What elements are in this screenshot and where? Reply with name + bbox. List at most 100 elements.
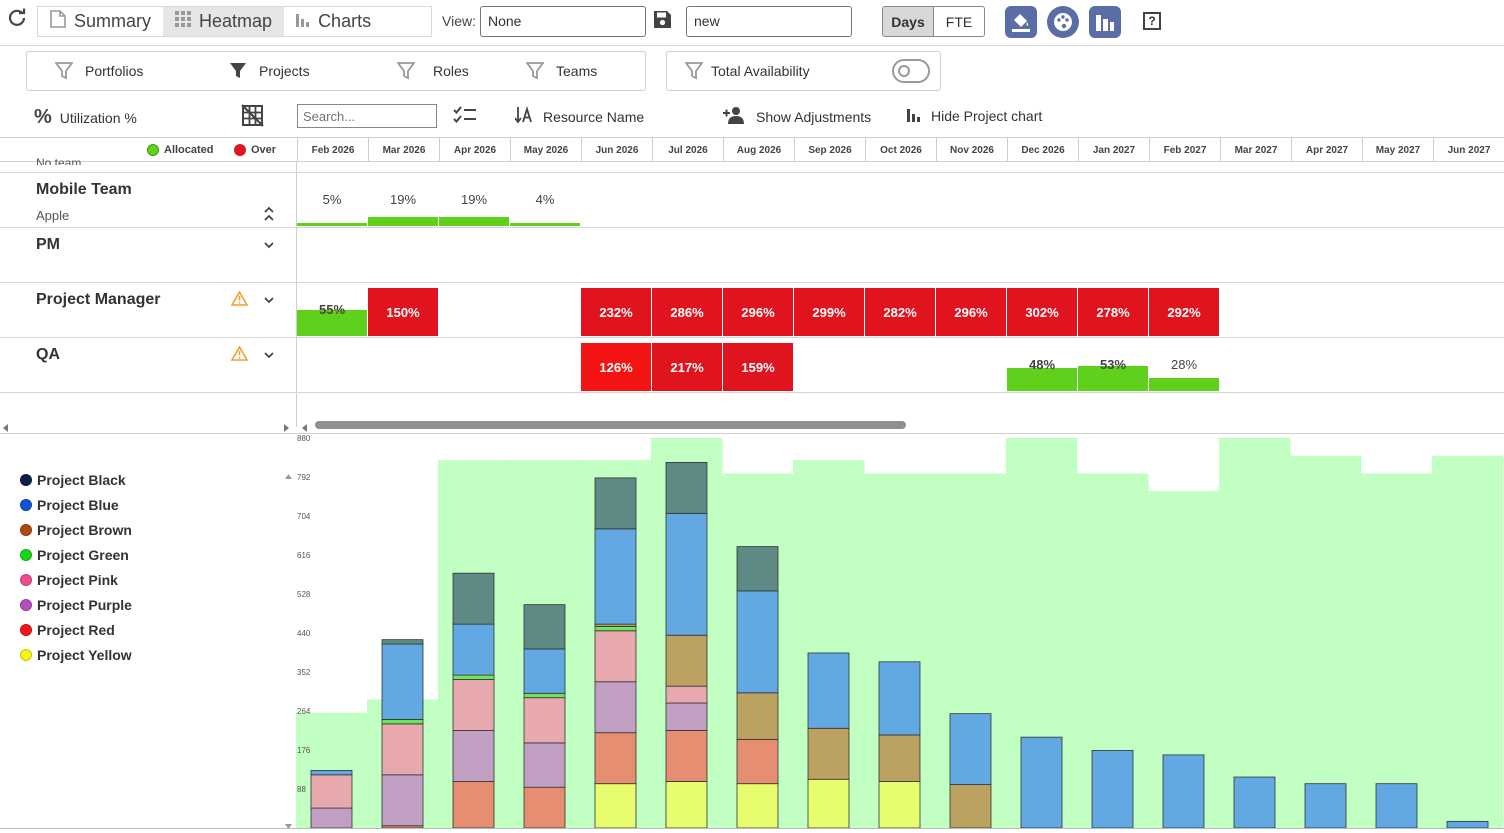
heatmap-allocation-bar[interactable] (1149, 378, 1219, 391)
availability-area (1361, 473, 1433, 829)
heatmap-cell-over[interactable]: 296% (723, 288, 793, 336)
chevron-down-icon[interactable] (263, 348, 277, 362)
month-header: Mar 2027 (1220, 138, 1291, 162)
legend-item[interactable]: Project Green (20, 542, 132, 567)
heatmap-allocation-bar[interactable] (1078, 366, 1148, 391)
legend-item[interactable]: Project Red (20, 617, 132, 642)
show-adjustments-button[interactable]: Show Adjustments (722, 106, 871, 127)
heatmap-cell-over[interactable]: 302% (1007, 288, 1077, 336)
heatmap-cell-over[interactable]: 286% (652, 288, 722, 336)
legend-label: Project Brown (37, 521, 132, 538)
heatmap-allocation-bar[interactable] (297, 223, 367, 226)
tab-charts[interactable]: Charts (284, 7, 383, 36)
chevron-down-icon[interactable] (263, 238, 277, 252)
legend-label: Project Black (37, 471, 126, 488)
tab-heatmap-label: Heatmap (199, 11, 273, 31)
palette-button[interactable] (1047, 6, 1079, 38)
days-toggle[interactable]: Days (883, 7, 934, 36)
heatmap-allocation-bar[interactable] (1007, 368, 1077, 391)
bar-segment-project-yellow (736, 783, 779, 829)
filter-outline-icon (55, 62, 73, 80)
heatmap-cell-label: 5% (322, 192, 342, 207)
heatmap-cell-over[interactable]: 299% (794, 288, 864, 336)
scroll-down-icon[interactable] (284, 817, 293, 833)
collapse-icon[interactable] (263, 206, 277, 221)
bar-segment-project-black (665, 461, 708, 514)
scroll-up-icon[interactable] (284, 467, 293, 483)
filter-portfolios[interactable]: Portfolios (55, 62, 143, 80)
help-icon[interactable]: ? (1143, 12, 1161, 30)
bar-segment-project-green (381, 719, 424, 725)
legend-item[interactable]: Project Black (20, 467, 132, 492)
heatmap-cell-over[interactable]: 296% (936, 288, 1006, 336)
view-name-field[interactable]: new (686, 6, 852, 37)
filter-roles[interactable]: Roles (397, 62, 469, 80)
utilization-label: Utilization % (59, 109, 137, 126)
search-input[interactable] (297, 104, 437, 128)
bar-segment-project-blue (1304, 783, 1347, 829)
save-icon[interactable] (653, 10, 673, 30)
bar-segment-project-red (452, 781, 495, 829)
y-tick-label: 880 (297, 434, 311, 443)
month-header: Apr 2027 (1291, 138, 1362, 162)
heatmap-allocation-bar[interactable] (368, 217, 438, 226)
heatmap-cell-over[interactable]: 126% (581, 343, 651, 391)
bar-segment-project-yellow (807, 778, 850, 829)
bar-segment-project-brown (878, 734, 921, 782)
month-header: Oct 2026 (865, 138, 936, 162)
warning-icon (230, 345, 249, 364)
legend-item[interactable]: Project Blue (20, 492, 132, 517)
clipped-row-label: No team (36, 156, 82, 165)
filter-projects[interactable]: Projects (229, 62, 310, 80)
paint-bucket-icon (1012, 14, 1030, 32)
legend-over-label: Over (251, 144, 277, 156)
heatmap-cell-over[interactable]: 159% (723, 343, 793, 391)
heatmap-allocation-bar[interactable] (510, 223, 580, 226)
filter-total-availability[interactable]: Total Availability (685, 62, 810, 80)
checklist-icon[interactable] (453, 106, 477, 127)
horizontal-scrollbar[interactable] (315, 421, 906, 429)
scroll-left-icon[interactable] (301, 420, 309, 436)
legend-swatch (20, 498, 32, 511)
scroll-right-icon[interactable] (282, 420, 290, 436)
legend-item[interactable]: Project Pink (20, 567, 132, 592)
heatmap-allocation-bar[interactable] (297, 310, 367, 336)
pane-divider (296, 162, 297, 427)
tab-heatmap[interactable]: Heatmap (163, 7, 285, 36)
heatmap-cell-over[interactable]: 150% (368, 288, 438, 336)
filter-teams[interactable]: Teams (526, 62, 597, 80)
bar-segment-project-red (665, 730, 708, 782)
fte-toggle[interactable]: FTE (945, 13, 973, 30)
row-name-mobile-team: Mobile Team (36, 181, 132, 198)
paint-bucket-button[interactable] (1005, 6, 1037, 38)
total-availability-switch[interactable] (892, 59, 930, 83)
y-tick-label: 704 (297, 512, 311, 521)
heatmap-cell-over[interactable]: 217% (652, 343, 722, 391)
percent-icon: % (34, 106, 52, 128)
over-dot (234, 144, 246, 156)
heatmap-cell-over[interactable]: 292% (1149, 288, 1219, 336)
bar-segment-project-blue (736, 590, 779, 694)
month-header: Aug 2026 (723, 138, 794, 162)
refresh-icon[interactable] (6, 8, 28, 30)
hide-project-chart-button[interactable]: Hide Project chart (907, 106, 1042, 125)
legend-item[interactable]: Project Yellow (20, 642, 132, 667)
grid-off-icon[interactable] (241, 104, 264, 130)
tab-charts-label: Charts (318, 11, 372, 31)
view-select[interactable]: None (480, 6, 646, 37)
heatmap-cell-over[interactable]: 282% (865, 288, 935, 336)
tab-summary[interactable]: Summary (38, 7, 163, 36)
heatmap-cell-label: 53% (1099, 357, 1127, 372)
legend-item[interactable]: Project Purple (20, 592, 132, 617)
chevron-down-icon[interactable] (263, 293, 277, 307)
bar-segment-project-blue (949, 713, 992, 785)
bar-segment-project-blue (381, 643, 424, 720)
heatmap-cell-over[interactable]: 232% (581, 288, 651, 336)
heatmap-cell-over[interactable]: 278% (1078, 288, 1148, 336)
chart-settings-button[interactable] (1089, 6, 1121, 38)
legend-item[interactable]: Project Brown (20, 517, 132, 542)
heatmap-allocation-bar[interactable] (439, 217, 509, 226)
scroll-left-icon[interactable] (2, 420, 10, 436)
sort-resource-name[interactable]: Resource Name (514, 105, 644, 127)
utilization-dropdown[interactable]: % Utilization % (34, 106, 137, 129)
